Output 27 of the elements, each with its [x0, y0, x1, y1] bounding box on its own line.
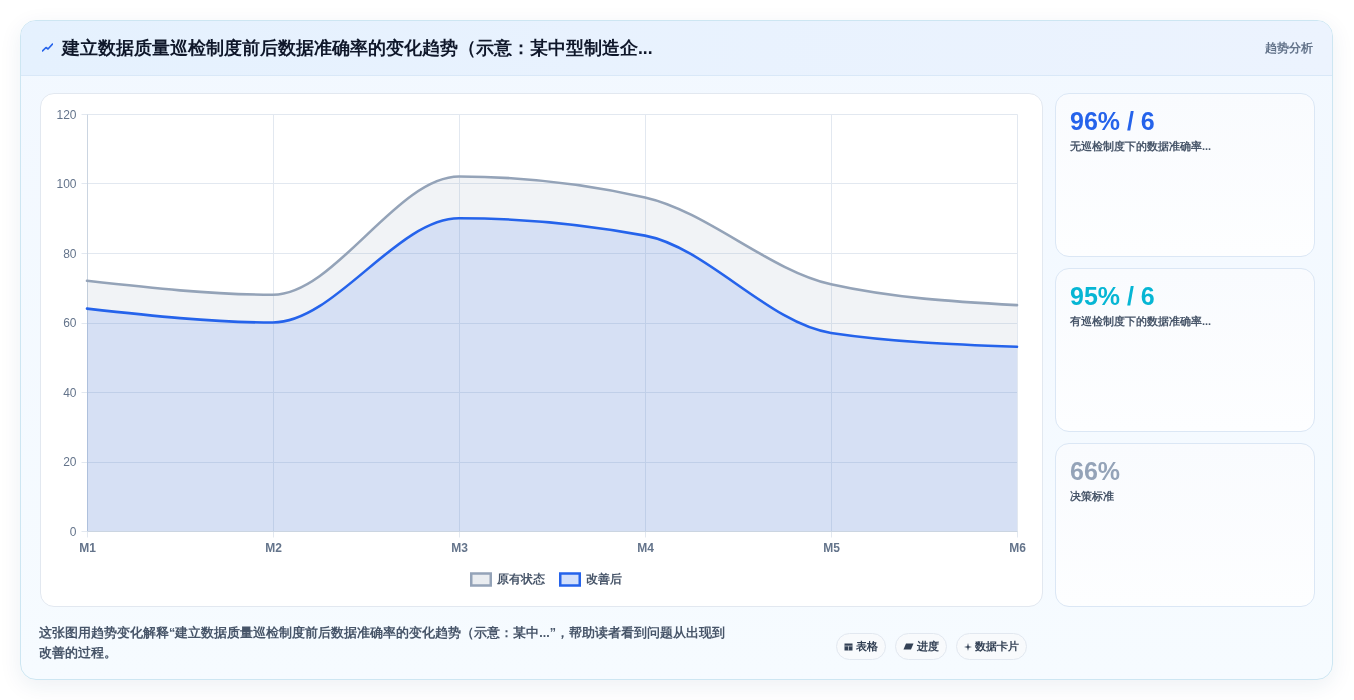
chart-title: 建立数据质量巡检制度前后数据准确率的变化趋势（示意：某中型制造企...: [62, 38, 653, 58]
text: 趋势分析: [1265, 41, 1313, 55]
text: 95% / 6: [1070, 282, 1155, 310]
y-tick-label: 100: [56, 177, 77, 191]
x-tick-label: M2: [265, 540, 283, 555]
x-tick-label: M3: [451, 540, 469, 555]
text: 决策标准: [1070, 489, 1114, 503]
x-tick-label: M1: [79, 540, 97, 555]
text: 有巡检制度下的数据准确率...: [1070, 314, 1212, 328]
y-tick-label: 20: [63, 455, 77, 469]
legend-label: 原有状态: [496, 572, 546, 587]
y-tick-label: 120: [56, 107, 77, 122]
x-tick-label: M6: [1009, 540, 1027, 555]
text: 数据卡片: [975, 639, 1019, 654]
y-tick-label: 60: [63, 316, 77, 330]
y-tick-label: 0: [69, 524, 77, 539]
text: 66%: [1070, 457, 1121, 485]
x-tick-label: M5: [823, 540, 841, 555]
legend-label: 改善后: [586, 572, 622, 587]
text: 无巡检制度下的数据准确率...: [1070, 139, 1212, 153]
text: 96% / 6: [1070, 107, 1155, 135]
x-tick-label: M4: [637, 540, 655, 555]
text: 这张图用趋势变化解释“建立数据质量巡检制度前后数据准确率的变化趋势（示意：某中...”，帮助读者看到问题从出现到改善的过程。: [39, 624, 726, 662]
y-tick-label: 80: [63, 246, 77, 261]
text: 表格: [856, 639, 878, 654]
text: 进度: [917, 639, 939, 654]
y-tick-label: 40: [63, 385, 77, 400]
